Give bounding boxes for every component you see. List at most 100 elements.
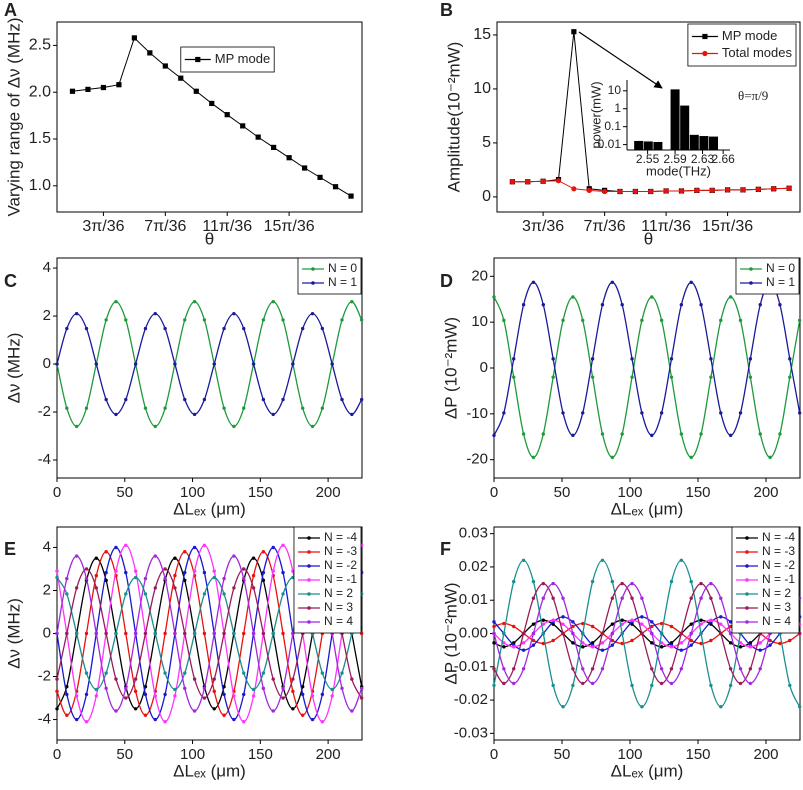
marker bbox=[84, 406, 89, 410]
marker bbox=[561, 596, 565, 600]
marker bbox=[163, 720, 167, 724]
marker bbox=[104, 397, 108, 402]
marker bbox=[124, 318, 128, 322]
x-tick-label: 2.55 bbox=[636, 152, 660, 166]
marker bbox=[212, 575, 216, 580]
legend: N = 0N = 1 bbox=[297, 257, 362, 295]
marker bbox=[719, 615, 723, 619]
marker bbox=[669, 357, 674, 361]
marker bbox=[74, 311, 79, 316]
marker bbox=[261, 686, 266, 691]
marker bbox=[650, 641, 654, 645]
x-tick-label: 100 bbox=[617, 484, 642, 501]
marker bbox=[571, 624, 575, 629]
marker bbox=[650, 620, 654, 624]
marker bbox=[300, 326, 305, 331]
marker bbox=[281, 570, 285, 575]
marker bbox=[509, 179, 515, 185]
marker bbox=[104, 550, 108, 554]
marker bbox=[192, 677, 197, 681]
marker bbox=[114, 412, 118, 417]
marker bbox=[300, 713, 305, 717]
marker bbox=[502, 631, 506, 636]
marker bbox=[709, 683, 713, 688]
panel: B 3π/36 7π/36 11π/36 15π/36 0 5 10 15 θ Amplitude(… bbox=[440, 0, 801, 248]
marker bbox=[307, 564, 311, 568]
marker bbox=[84, 567, 89, 571]
y-tick-label: -0.01 bbox=[454, 658, 488, 675]
marker bbox=[525, 179, 531, 185]
y-tick-label: 2 bbox=[43, 307, 51, 324]
marker bbox=[94, 631, 99, 636]
marker bbox=[659, 681, 664, 686]
marker bbox=[173, 687, 177, 692]
marker bbox=[251, 586, 256, 590]
marker bbox=[183, 631, 187, 636]
panel: F 0 50 100 150 200 -0.03 -0.02 -0.01 0.00 0.01 0.02… bbox=[440, 525, 802, 780]
x-tick-label: 0 bbox=[53, 484, 61, 501]
marker bbox=[84, 692, 89, 697]
marker bbox=[581, 667, 585, 671]
marker bbox=[261, 631, 266, 636]
marker bbox=[551, 596, 555, 600]
marker bbox=[620, 618, 624, 622]
x-tick-label: 0 bbox=[490, 746, 498, 763]
marker bbox=[192, 631, 197, 636]
marker bbox=[758, 667, 762, 671]
marker bbox=[669, 645, 674, 649]
x-axis-label: θ bbox=[644, 229, 653, 248]
marker bbox=[307, 620, 311, 624]
marker bbox=[571, 631, 575, 636]
marker bbox=[232, 717, 236, 722]
y-tick-label: 5 bbox=[482, 134, 491, 151]
marker bbox=[163, 671, 167, 675]
marker bbox=[281, 696, 285, 700]
marker bbox=[561, 318, 565, 323]
marker bbox=[183, 686, 187, 691]
marker bbox=[778, 303, 782, 307]
marker bbox=[778, 641, 782, 646]
marker bbox=[745, 564, 749, 568]
legend-label: N = -3 bbox=[762, 544, 795, 558]
marker bbox=[153, 717, 157, 722]
marker bbox=[689, 579, 693, 584]
marker bbox=[271, 412, 275, 417]
marker bbox=[758, 648, 762, 652]
marker bbox=[192, 412, 197, 417]
legend-label: MP mode bbox=[215, 51, 270, 66]
legend-label: N = -4 bbox=[324, 530, 357, 544]
marker bbox=[192, 545, 197, 550]
marker bbox=[531, 280, 536, 284]
marker bbox=[114, 677, 118, 681]
marker bbox=[620, 432, 624, 436]
marker bbox=[212, 707, 216, 711]
marker bbox=[94, 573, 99, 578]
marker bbox=[728, 683, 733, 688]
marker bbox=[311, 281, 315, 285]
marker bbox=[610, 596, 615, 600]
marker bbox=[758, 432, 762, 436]
marker bbox=[162, 63, 168, 69]
marker bbox=[600, 648, 605, 652]
marker bbox=[561, 631, 565, 636]
marker bbox=[602, 188, 608, 195]
marker bbox=[84, 720, 89, 724]
marker bbox=[502, 411, 506, 415]
marker bbox=[133, 677, 138, 681]
marker bbox=[699, 581, 703, 586]
marker bbox=[797, 318, 802, 323]
marker bbox=[74, 694, 79, 698]
x-tick-label: 100 bbox=[180, 746, 205, 763]
marker bbox=[271, 569, 275, 573]
marker bbox=[340, 318, 344, 322]
x-axis-label: ΔLₑₓ (μm) bbox=[173, 761, 246, 780]
marker bbox=[65, 326, 69, 331]
marker bbox=[512, 645, 516, 649]
y-tick-label: -4 bbox=[38, 451, 51, 468]
marker bbox=[600, 303, 605, 307]
marker bbox=[630, 357, 634, 361]
panel-letter: B bbox=[440, 0, 453, 20]
marker bbox=[610, 455, 615, 460]
marker bbox=[521, 641, 526, 645]
marker bbox=[709, 187, 715, 194]
